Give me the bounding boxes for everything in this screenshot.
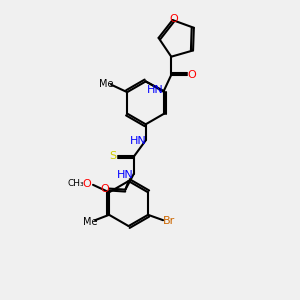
Text: O: O	[82, 179, 91, 189]
Text: O: O	[169, 14, 178, 24]
Text: O: O	[187, 70, 196, 80]
Text: HN: HN	[130, 136, 147, 146]
Text: Br: Br	[163, 216, 175, 226]
Text: Me: Me	[99, 79, 114, 89]
Text: HN: HN	[147, 85, 164, 95]
Text: O: O	[100, 184, 109, 194]
Text: Me: Me	[82, 217, 97, 227]
Text: HN: HN	[117, 170, 134, 180]
Text: CH₃: CH₃	[68, 179, 84, 188]
Text: S: S	[110, 152, 117, 161]
